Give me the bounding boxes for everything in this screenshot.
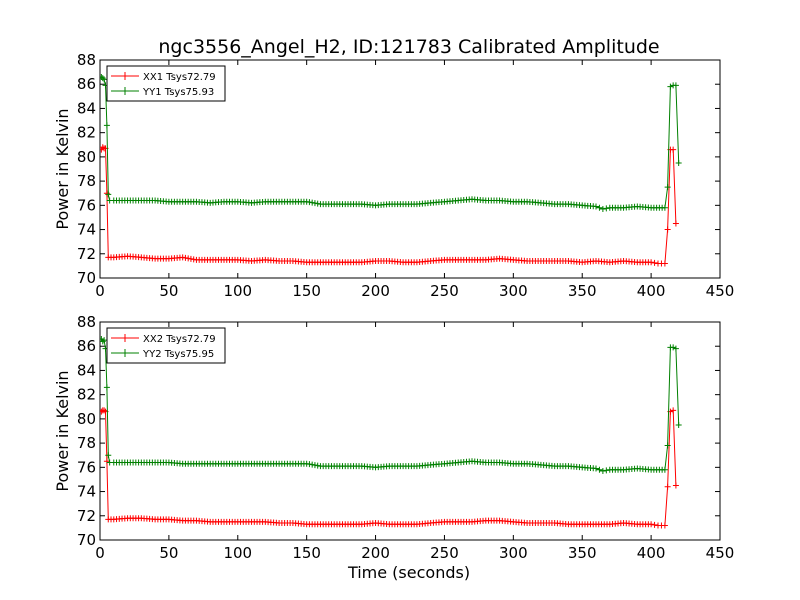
data-point (599, 205, 606, 212)
x-tick-label: 450 (706, 282, 735, 300)
x-tick-label: 150 (292, 282, 321, 300)
y-tick-label: 84 (77, 361, 96, 379)
data-point (661, 466, 668, 473)
data-point (661, 522, 668, 529)
y-tick-label: 74 (77, 221, 96, 239)
data-point (103, 384, 110, 391)
data-point (100, 75, 106, 82)
y-tick-label: 70 (77, 531, 96, 549)
data-point (101, 337, 108, 344)
y-axis-label: Power in Kelvin (53, 108, 72, 229)
legend-marker (121, 349, 129, 357)
data-point (599, 467, 606, 474)
x-tick-label: 100 (223, 282, 252, 300)
x-tick-label: 400 (637, 282, 666, 300)
data-point (664, 442, 671, 449)
y-tick-label: 78 (77, 172, 96, 190)
data-point (100, 338, 106, 345)
x-tick-label: 300 (499, 544, 528, 562)
data-point (603, 205, 610, 212)
data-point (661, 204, 668, 211)
data-point (667, 83, 674, 90)
y-tick-label: 82 (77, 124, 96, 142)
y-tick-label: 72 (77, 245, 96, 263)
y-tick-label: 88 (77, 313, 96, 331)
data-point (664, 226, 671, 233)
data-point (603, 467, 610, 474)
y-tick-label: 74 (77, 483, 96, 501)
data-point (103, 190, 110, 197)
y-tick-label: 86 (77, 337, 96, 355)
x-tick-label: 100 (223, 544, 252, 562)
legend-label: XX1 Tsys72.79 (143, 72, 216, 83)
data-point (105, 191, 112, 198)
data-point (105, 452, 112, 459)
data-point (593, 203, 599, 210)
x-tick-label: 300 (499, 282, 528, 300)
y-tick-label: 80 (77, 148, 96, 166)
x-tick-label: 350 (568, 282, 597, 300)
data-point (672, 82, 679, 89)
x-tick-label: 200 (361, 282, 390, 300)
y-tick-label: 84 (77, 99, 96, 117)
x-tick-label: 150 (292, 544, 321, 562)
legend-marker (121, 72, 129, 80)
legend-label: XX2 Tsys72.79 (143, 334, 216, 345)
data-point (664, 483, 671, 490)
data-point (672, 220, 679, 227)
x-tick-label: 200 (361, 544, 390, 562)
legend-marker (121, 87, 129, 95)
top-panel: 0 50 100 150 200 250 300 350 400 450 70 72 74 76 78 80 8… (53, 51, 734, 300)
y-axis-label: Power in Kelvin (53, 370, 72, 491)
bottom-panel: 0 50 100 150 200 250 300 350 400 450 70 72 74 76 78 80 8… (53, 313, 734, 562)
data-point (651, 521, 658, 528)
y-tick-label: 80 (77, 410, 96, 428)
legend-label: YY2 Tsys75.95 (142, 349, 214, 360)
chart-title: ngc3556_Angel_H2, ID:121783 Calibrated A… (158, 36, 659, 58)
y-tick-label: 70 (77, 269, 96, 287)
data-point (661, 260, 668, 267)
data-point (675, 421, 682, 428)
legend-box (106, 65, 226, 102)
data-point (672, 345, 679, 352)
x-tick-label: 450 (706, 544, 735, 562)
x-axis-label: Time (seconds) (347, 563, 470, 582)
y-tick-label: 88 (77, 51, 96, 69)
data-point (648, 521, 655, 528)
data-point (648, 259, 655, 266)
data-point (100, 144, 106, 151)
x-tick-label: 350 (568, 544, 597, 562)
data-point (596, 204, 603, 211)
x-tick-label: 50 (159, 544, 178, 562)
y-tick-label: 86 (77, 75, 96, 93)
x-tick-label: 400 (637, 544, 666, 562)
y-tick-label: 76 (77, 196, 96, 214)
data-point (651, 259, 658, 266)
data-point (664, 184, 671, 191)
y-tick-label: 82 (77, 386, 96, 404)
data-point (103, 122, 110, 129)
legend-label: YY1 Tsys75.93 (142, 87, 214, 98)
y-tick-label: 76 (77, 458, 96, 476)
y-tick-label: 78 (77, 434, 96, 452)
x-tick-label: 50 (159, 282, 178, 300)
legend-box (106, 327, 226, 364)
x-tick-label: 0 (95, 282, 105, 300)
data-point (670, 407, 677, 414)
data-point (670, 146, 677, 153)
data-point (596, 466, 603, 473)
data-point (101, 76, 108, 83)
data-point (593, 465, 599, 472)
data-point (672, 482, 679, 489)
data-point (670, 344, 677, 351)
legend-marker (121, 334, 129, 342)
data-point (101, 407, 108, 414)
x-tick-label: 0 (95, 544, 105, 562)
x-tick-label: 250 (430, 282, 459, 300)
y-tick-label: 72 (77, 507, 96, 525)
x-tick-label: 250 (430, 544, 459, 562)
data-point (675, 159, 682, 166)
